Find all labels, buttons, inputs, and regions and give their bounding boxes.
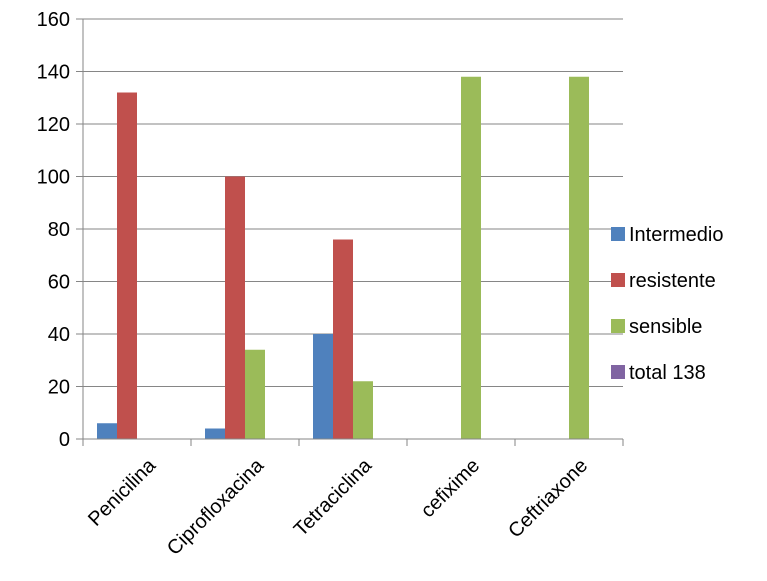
bar-sensible (353, 381, 373, 439)
x-tick-label: Tetraciclina (290, 454, 377, 541)
bar-sensible (245, 349, 265, 439)
bar-resistente (117, 92, 137, 439)
y-tick-label: 120 (37, 114, 70, 136)
legend: Intermedio resistente sensible total 138 (611, 224, 724, 384)
bar-resistente (333, 239, 353, 439)
bar-intermedio (97, 423, 117, 439)
bar-intermedio (313, 334, 333, 439)
bar-intermedio (205, 428, 225, 439)
y-tick-label: 100 (37, 167, 70, 189)
y-tick-label: 40 (48, 324, 70, 346)
legend-swatch (611, 365, 625, 379)
legend-swatch (611, 273, 625, 287)
x-axis-ticks: Penicilina Ciprofloxacina Tetraciclina cefi… (82, 439, 624, 560)
legend-label: resistente (629, 270, 716, 292)
bar-sensible (461, 76, 481, 439)
bar-sensible (569, 76, 589, 439)
y-tick-label: 0 (59, 429, 70, 451)
bar-resistente (225, 176, 245, 439)
legend-label: sensible (629, 316, 702, 338)
legend-swatch (611, 319, 625, 333)
x-tick-label: Ceftriaxone (504, 455, 592, 543)
legend-label: total 138 (629, 362, 706, 384)
y-axis-ticks: 0 20 40 60 80 100 120 140 160 (37, 9, 83, 451)
legend-label: Intermedio (629, 224, 724, 246)
legend-swatch (611, 227, 625, 241)
y-tick-label: 80 (48, 219, 70, 241)
y-tick-label: 60 (48, 272, 70, 294)
x-tick-label: cefixime (417, 455, 484, 522)
bars (97, 76, 589, 439)
y-tick-label: 160 (37, 9, 70, 31)
x-tick-label: Ciprofloxacina (163, 454, 269, 560)
y-tick-label: 140 (37, 62, 70, 84)
x-tick-label: Penicilina (84, 454, 161, 531)
y-tick-label: 20 (48, 377, 70, 399)
